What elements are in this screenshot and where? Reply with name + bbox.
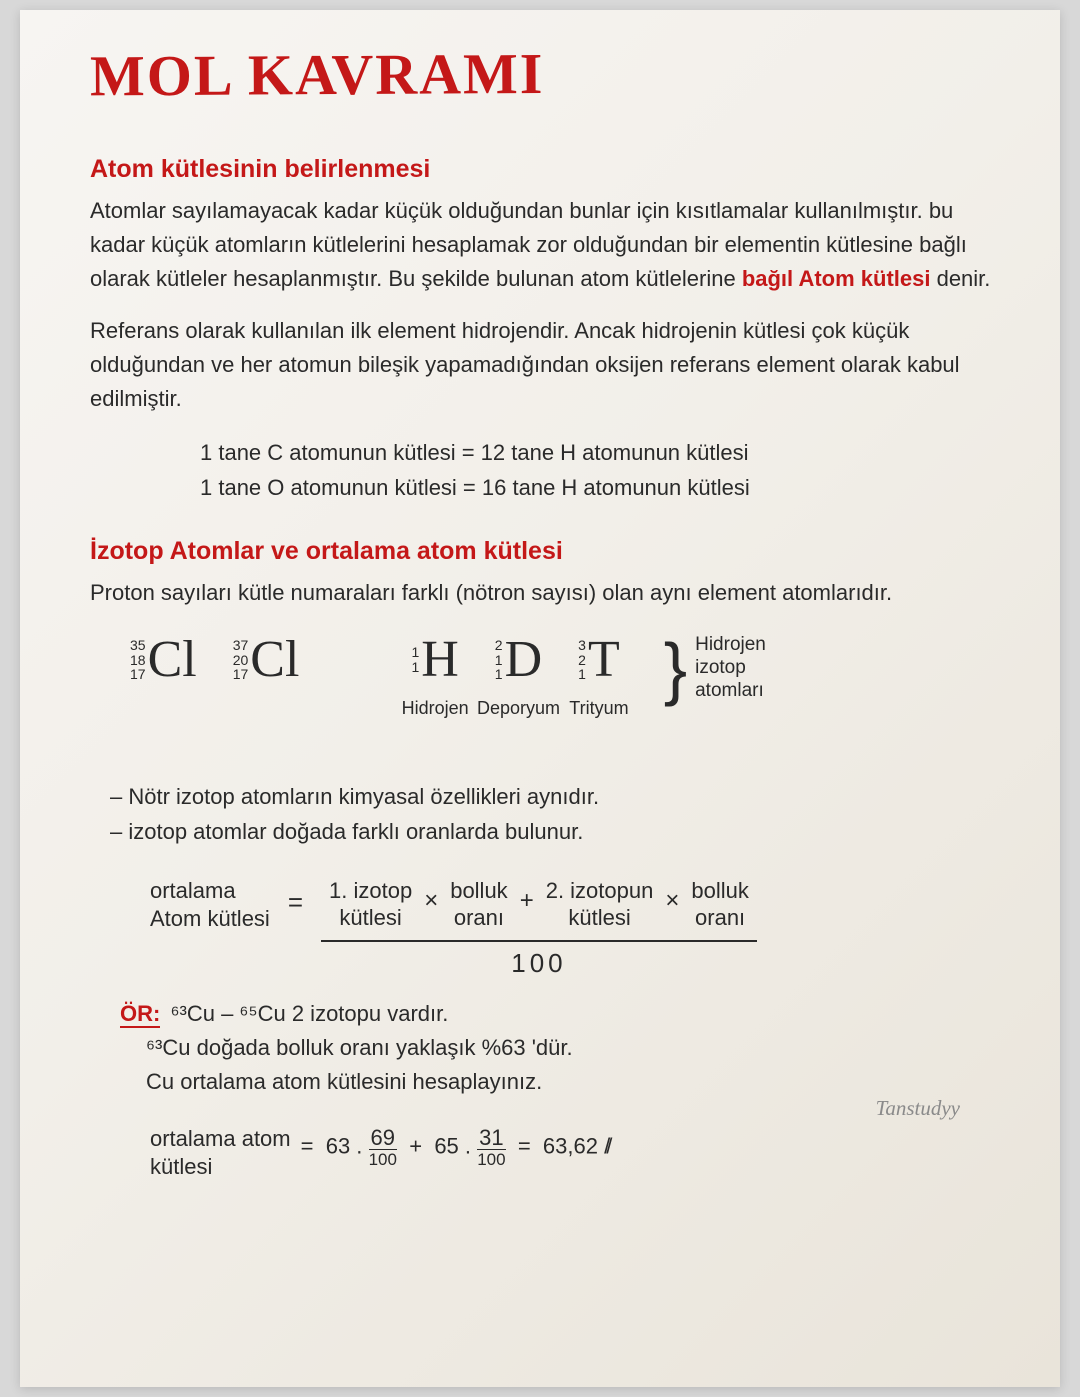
iso-symbol: Cl (250, 634, 299, 686)
para1-key-term: bağıl Atom kütlesi (742, 266, 931, 291)
iso-neutron: 20 (233, 653, 249, 668)
term4-l2: oranı (691, 904, 748, 932)
brace-line1: Hidrojen (695, 634, 766, 657)
watermark: Tanstudyy (876, 1096, 960, 1121)
calc-a: 63 (326, 1133, 350, 1158)
iso-mass: 37 (233, 638, 249, 653)
calc-lhs-l2: kütlesi (150, 1153, 291, 1182)
iso-neutron: 2 (578, 653, 586, 668)
section2-heading: İzotop Atomlar ve ortalama atom kütlesi (90, 537, 1000, 566)
brace-line3: atomları (695, 680, 766, 703)
mass-relation-1: 1 tane C atomunun kütlesi = 12 tane H at… (200, 435, 1000, 470)
isotope-h: 1 1 H Hidrojen (411, 634, 458, 686)
calc-lhs-l1: ortalama atom (150, 1125, 291, 1154)
iso-symbol: T (588, 634, 620, 686)
term2-l2: oranı (450, 904, 507, 932)
iso-mass: 35 (130, 638, 146, 653)
section1-para1: Atomlar sayılamayacak kadar küçük olduğu… (90, 194, 1000, 296)
section1-para2: Referans olarak kullanılan ilk element h… (90, 314, 1000, 416)
example-line2: ⁶³Cu doğada bolluk oranı yaklaşık %63 'd… (146, 1031, 1000, 1065)
iso-mass: 1 (411, 645, 419, 660)
isotope-bullets: – Nötr izotop atomların kimyasal özellik… (110, 780, 1000, 848)
term3-l2: kütlesi (546, 904, 654, 932)
iso-mass: 2 (495, 638, 503, 653)
isotope-cl37: 37 20 17 Cl (233, 634, 300, 686)
iso-proton: 17 (130, 667, 146, 682)
isotope-t: 3 2 1 T Trityum (578, 634, 620, 686)
section1-heading: Atom kütlesinin belirlenmesi (90, 155, 1000, 184)
page-title: MOL KAVRAMI (90, 38, 1000, 110)
times-1: × (424, 877, 438, 915)
calc-fb-d: 100 (477, 1150, 505, 1168)
iso-label: Hidrojen (402, 698, 469, 719)
iso-proton: 17 (233, 667, 249, 682)
avg-mass-formula: ortalama Atom kütlesi = 1. izotop kütles… (150, 877, 1000, 979)
calc-result: 63,62 (543, 1133, 598, 1158)
equals-sign: = (288, 877, 303, 918)
calculation: ortalama atom kütlesi = 63 . 69 100 + 65… (150, 1125, 1000, 1182)
term1-l1: 1. izotop (329, 877, 412, 905)
calc-fa-d: 100 (369, 1150, 397, 1168)
isotope-cl35: 35 18 17 Cl (130, 634, 197, 686)
mass-relations: 1 tane C atomunun kütlesi = 12 tane H at… (200, 435, 1000, 505)
iso-proton: 1 (495, 667, 503, 682)
calc-fa-n: 69 (369, 1127, 397, 1150)
iso-symbol: D (505, 634, 543, 686)
section2-para: Proton sayıları kütle numaraları farklı … (90, 576, 1000, 610)
iso-neutron: 1 (495, 653, 503, 668)
formula-lhs-l2: Atom kütlesi (150, 905, 270, 934)
iso-label: Trityum (569, 698, 628, 719)
iso-proton: 1 (578, 667, 586, 682)
term4-l1: bolluk (691, 877, 748, 905)
iso-neutron: 18 (130, 653, 146, 668)
mass-relation-2: 1 tane O atomunun kütlesi = 16 tane H at… (200, 470, 1000, 505)
term1-l2: kütlesi (329, 904, 412, 932)
paper-sheet: MOL KAVRAMI Atom kütlesinin belirlenmesi… (20, 10, 1060, 1387)
term2-l1: bolluk (450, 877, 507, 905)
bullet-2: – izotop atomlar doğada farklı oranlarda… (110, 815, 1000, 849)
example-line1: ⁶³Cu – ⁶⁵Cu 2 izotopu vardır. (170, 1001, 448, 1026)
iso-symbol: Cl (148, 634, 197, 686)
example-block: ÖR: ⁶³Cu – ⁶⁵Cu 2 izotopu vardır. ⁶³Cu d… (120, 997, 1000, 1099)
example-tag: ÖR: (120, 1001, 160, 1028)
brace-icon: } (664, 640, 687, 696)
calc-end-slashes: // (604, 1133, 608, 1158)
example-line3: Cu ortalama atom kütlesini hesaplayınız. (146, 1065, 1000, 1099)
formula-lhs-l1: ortalama (150, 877, 270, 906)
calc-b: 65 (434, 1133, 458, 1158)
para1-text-b: denir. (930, 266, 990, 291)
isotope-d: 2 1 1 D Deporyum (495, 634, 542, 686)
iso-mass: 3 (578, 638, 586, 653)
isotope-brace: } Hidrojen izotop atomları (664, 634, 766, 702)
iso-symbol: H (421, 634, 459, 686)
calc-fb-n: 31 (477, 1127, 505, 1150)
isotope-row: 35 18 17 Cl 37 20 17 Cl 1 1 H Hidrojen (130, 634, 1000, 702)
formula-denominator: 100 (321, 942, 757, 979)
brace-line2: izotop (695, 657, 766, 680)
times-2: × (665, 877, 679, 915)
bullet-1: – Nötr izotop atomların kimyasal özellik… (110, 780, 1000, 814)
term3-l1: 2. izotopun (546, 877, 654, 905)
plus: + (520, 877, 534, 915)
iso-proton: 1 (411, 660, 419, 675)
iso-label: Deporyum (477, 698, 560, 719)
